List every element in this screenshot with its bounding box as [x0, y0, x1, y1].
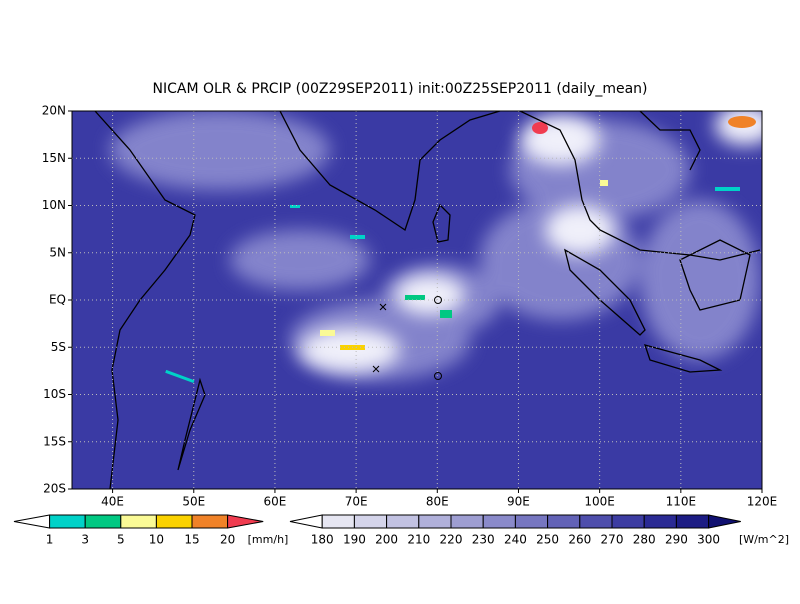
lon-label: 110E [666, 495, 697, 509]
map-field [72, 111, 762, 489]
lon-label: 80E [426, 495, 449, 509]
lat-label: 15N [42, 151, 66, 165]
colorbar-box [353, 514, 388, 529]
colorbar-box [675, 514, 710, 529]
colorbar-box [386, 514, 420, 529]
colorbar-box [120, 514, 157, 529]
lon-label: 90E [507, 495, 530, 509]
colorbar-label: 240 [504, 533, 527, 547]
colorbar-label: 20 [220, 533, 235, 547]
colorbar-label: 210 [407, 533, 430, 547]
colorbar-arrow [289, 514, 323, 529]
colorbar-box [643, 514, 677, 529]
colorbar-arrow [13, 514, 51, 529]
colorbar-label: 270 [601, 533, 624, 547]
colorbar-unit: [mm/h] [248, 533, 289, 546]
lat-label: 15S [43, 434, 66, 448]
colorbar-label: 260 [568, 533, 591, 547]
lat-label: 5N [49, 245, 66, 259]
lon-label: 50E [182, 495, 205, 509]
lon-label: 100E [584, 495, 615, 509]
colorbar-label: 190 [343, 533, 366, 547]
colorbar-label: 230 [472, 533, 495, 547]
colorbar-box [49, 514, 86, 529]
colorbar-unit: [W/m^2] [739, 533, 789, 546]
colorbar-label: 180 [311, 533, 334, 547]
colorbar-label: 300 [697, 533, 720, 547]
colorbar-box [547, 514, 581, 529]
colorbar-box [482, 514, 516, 529]
colorbar-label: 250 [536, 533, 559, 547]
colorbar-arrow [708, 514, 741, 529]
colorbar-label: 3 [81, 533, 89, 547]
colorbar-box [84, 514, 122, 529]
lat-label: 20N [42, 104, 66, 118]
colorbar-box [191, 514, 229, 529]
colorbar-arrow [227, 514, 264, 529]
lat-label: 10N [42, 198, 66, 212]
lon-label: 60E [264, 495, 287, 509]
colorbar-label: 1 [46, 533, 54, 547]
lon-label: 70E [345, 495, 368, 509]
colorbar-label: 200 [375, 533, 398, 547]
colorbar-label: 280 [633, 533, 656, 547]
colorbar-label: 15 [184, 533, 199, 547]
lat-label: 5S [51, 340, 66, 354]
colorbar-box [611, 514, 645, 529]
colorbar-label: 290 [665, 533, 688, 547]
coastlines [94, 111, 761, 489]
colorbar-box [450, 514, 484, 529]
lat-label: EQ [49, 293, 66, 307]
lat-label: 20S [43, 482, 66, 496]
lat-label: 10S [43, 387, 66, 401]
colorbar-box [418, 514, 452, 529]
colorbar-label: 5 [117, 533, 125, 547]
lon-label: 40E [101, 495, 124, 509]
colorbar-box [514, 514, 549, 529]
map-title: NICAM OLR & PRCIP (00Z29SEP2011) init:00… [152, 81, 647, 97]
colorbar-box [155, 514, 193, 529]
colorbar-box [579, 514, 613, 529]
lon-label: 120E [747, 495, 778, 509]
colorbar-label: 220 [440, 533, 463, 547]
colorbar-label: 10 [149, 533, 164, 547]
colorbar-box [321, 514, 355, 529]
markers [372, 296, 442, 380]
